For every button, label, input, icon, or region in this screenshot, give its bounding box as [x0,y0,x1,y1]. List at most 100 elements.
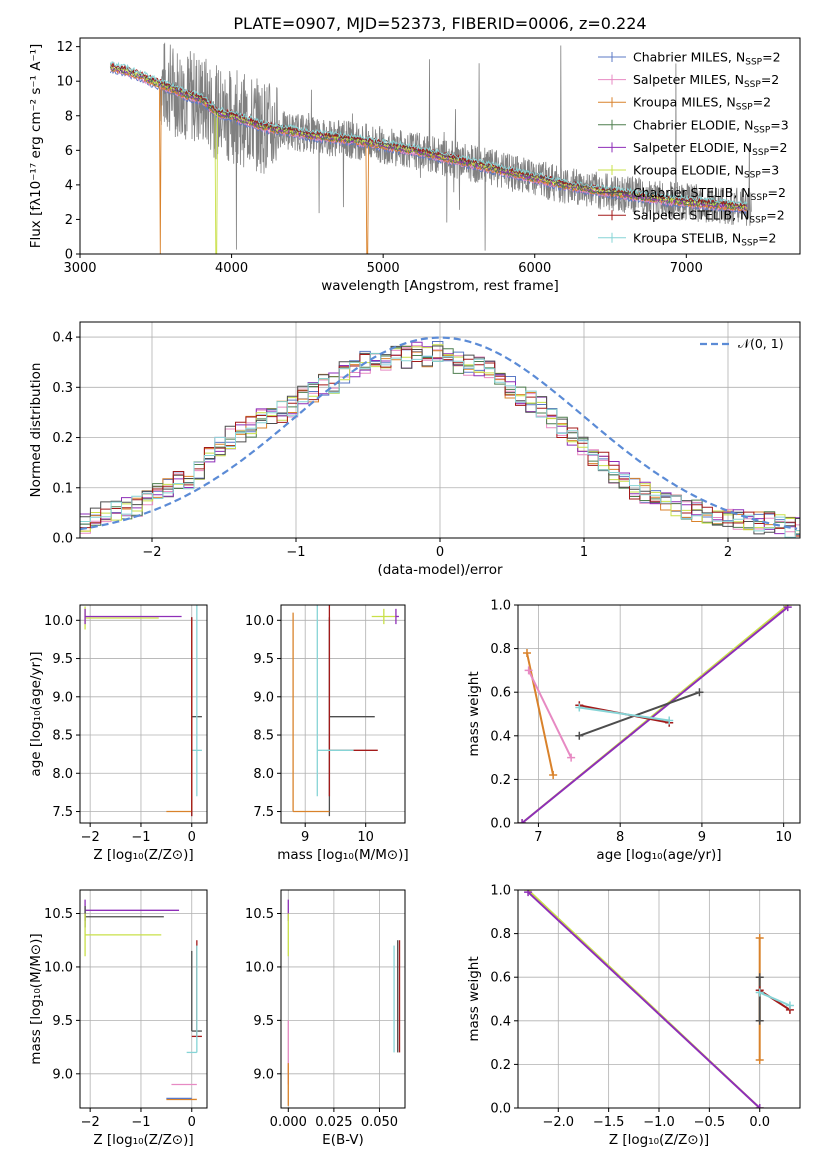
series-kroupa-stelib [575,703,674,725]
legend-label: Chabrier ELODIE, NSSP=3 [633,117,789,135]
legend-label: Kroupa MILES, NSSP=2 [633,95,771,113]
x-tick-label: −1.0 [643,1115,675,1130]
series-kroupa-stelib [755,988,794,1010]
x-tick-label: 9 [301,830,309,845]
panel-spectrum: 3000 4000 5000 6000 7000 0 2 4 6 8 10 12 wavelength … [28,37,801,294]
y-tick-label: 1.0 [490,599,511,614]
y-tick-label: 9.5 [52,652,73,667]
plus-marker [755,973,764,982]
x-tick-label: −2.0 [542,1115,574,1130]
legend-label: 𝒩(0, 1) [738,336,784,351]
y-tick-label: 0.0 [490,817,511,832]
model-chabrier-miles [109,69,748,216]
x-axis-label: Z [log₁₀(Z/Z⊙)] [93,847,193,863]
y-tick-label: 0.0 [490,1102,511,1117]
y-tick-label: 9.0 [52,1067,73,1082]
axes-frame [79,604,208,824]
plot-area-mass-vs-Z [84,899,202,1101]
model-kroupa-stelib [109,61,748,206]
y-tick-label: 10.0 [44,614,73,629]
axes-frame [79,321,801,539]
y-tick-label: 10.5 [245,907,274,922]
series-kroupa-miles [522,648,558,780]
x-tick-label: 10 [775,830,792,845]
plus-marker [665,716,674,725]
series-line [527,669,572,759]
hist-salpeter-stelib [80,348,800,537]
y-tick-label: 7.5 [253,805,274,820]
plot-area-mass-weight-vs-Z [524,890,794,1108]
x-tick-label: 6000 [518,261,551,276]
x-tick-label: 0 [436,545,444,560]
y-tick-label: 8.0 [253,767,274,782]
errorbar-point [316,605,354,797]
y-tick-label: 9.0 [253,1067,274,1082]
y-tick-label: 8 [65,109,73,124]
y-axis-label: mass weight [466,671,482,756]
y-tick-label: 9.5 [52,1014,73,1029]
errorbar-point [84,608,182,625]
plus-marker [549,771,558,780]
errorbar-point [186,945,198,1054]
x-tick-label: −1 [286,545,305,560]
y-tick-label: 0.6 [490,686,511,701]
grid-mass-weight-vs-age [518,604,800,824]
panel-mass-vs-EBV: 0.000 0.025 0.050 9.0 9.5 10.0 10.5 E(B-V) [245,889,406,1148]
y-axis-label: mass [log₁₀(M/M⊙)] [28,933,44,1064]
errorbar-point [84,606,159,630]
plot-area-age-vs-Z [84,605,202,817]
x-axis-label: E(B-V) [322,1132,364,1148]
x-tick-label: 0 [188,830,196,845]
axes-frame [79,37,801,255]
x-tick-label: 5000 [367,261,400,276]
y-tick-label: 10.5 [44,907,73,922]
x-tick-label: 0.025 [315,1115,352,1130]
errorbar-point [84,913,162,957]
plus-marker [524,890,533,897]
plus-marker [755,933,764,942]
axes-frame [517,604,801,824]
y-tick-label: 0.2 [52,431,73,446]
panel-mass-weight-vs-Z: −2.0 −1.5 −1.0 −0.5 0.0 0.0 0.2 0.4 0.6 0.8 1.0 Z [… [466,884,801,1148]
x-tick-label: 0 [188,1115,196,1130]
x-tick-label: −1.5 [593,1115,625,1130]
panel-mass-weight-vs-age: 7 8 9 10 0.0 0.2 0.4 0.6 0.8 1.0 age [log₁₀(age/yr… [466,599,801,863]
errorbar-point [166,620,193,813]
y-axis-label: Flux [fλ10⁻¹⁷ erg cm⁻² s⁻¹ A⁻¹] [28,44,44,249]
y-tick-label: 0.1 [52,481,73,496]
legend-label: Salpeter MILES, NSSP=2 [633,72,779,90]
x-tick-label: 7 [534,830,542,845]
errorbar-point [191,605,202,797]
hist-chabrier-elodie [80,345,800,535]
y-tick-label: 9.0 [253,690,274,705]
axes-frame [517,889,801,1109]
panel-mass-vs-Z: −2 −1 0 9.0 9.5 10.0 10.5 Z [log₁₀(Z/Z⊙)] mass [… [28,889,208,1148]
plus-marker [575,703,584,712]
legend-label: Salpeter STELIB, NSSP=2 [633,208,785,226]
y-tick-label: 10.0 [245,614,274,629]
x-axis-label: Z [log₁₀(Z/Z⊙)] [609,1132,709,1148]
plot-area-spectrum [109,42,752,254]
errorbar-point [371,608,396,625]
plus-marker [695,688,704,697]
y-tick-label: 1.0 [490,884,511,899]
plot-area-age-vs-mass [292,605,399,817]
y-tick-label: 8.5 [52,729,73,744]
legend: Chabrier MILES, NSSP=2 Salpeter MILES, NS… [598,50,789,248]
plus-marker [522,648,531,657]
plot-area-mass-weight-vs-age [518,605,792,823]
x-tick-label: 9 [698,830,706,845]
x-tick-label: 7000 [670,261,703,276]
x-tick-label: 3000 [63,261,96,276]
series-salpeter-elodie [524,890,764,1108]
y-tick-label: 10 [56,75,73,90]
x-axis-label: wavelength [Angstrom, rest frame] [321,278,559,294]
errorbar-point [84,899,180,921]
x-tick-label: −2 [81,1115,100,1130]
x-axis-label: (data-model)/error [377,562,503,578]
y-axis-label: age [log₁₀(age/yr)] [28,651,44,776]
y-tick-label: 0.2 [490,773,511,788]
hist-kroupa-miles [80,345,800,537]
x-tick-label: 0.0 [749,1115,770,1130]
y-tick-label: 0.3 [52,381,73,396]
